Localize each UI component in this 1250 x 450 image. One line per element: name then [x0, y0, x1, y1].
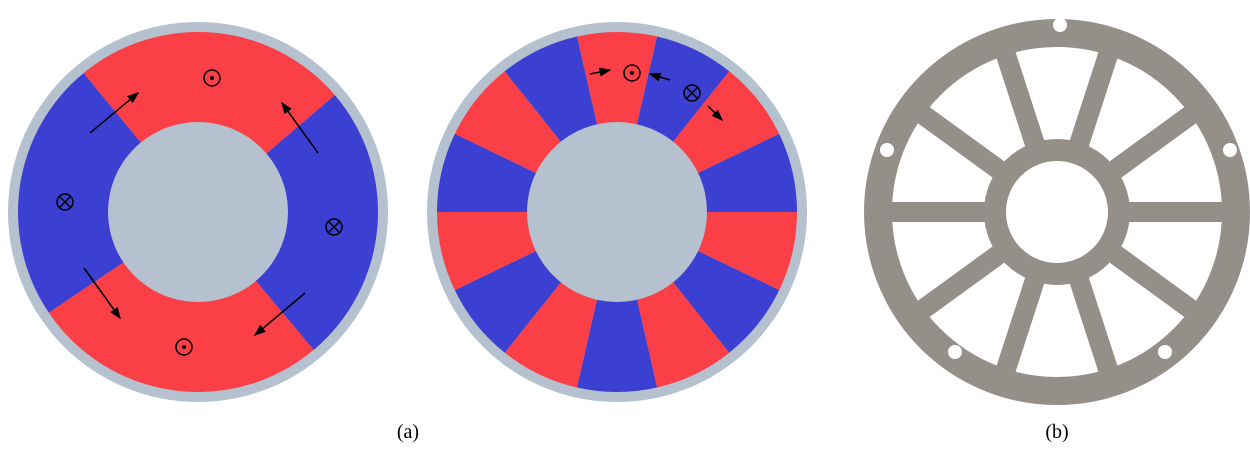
spoke [1106, 247, 1199, 315]
bolt-hole [1223, 143, 1237, 157]
spoke [1003, 269, 1039, 378]
caption-b: (b) [1045, 421, 1068, 443]
bolt-hole [1053, 18, 1067, 32]
dot-center [630, 71, 634, 75]
dot-center [182, 345, 186, 349]
rotor-two-pole [8, 22, 388, 402]
spoke [1106, 109, 1199, 177]
spoke [915, 109, 1008, 177]
stator-frame [878, 18, 1237, 391]
bolt-hole [1158, 345, 1172, 359]
spoke [1076, 46, 1112, 155]
caption-a: (a) [397, 421, 419, 443]
bolt-hole [880, 143, 894, 157]
dot-center [210, 76, 214, 80]
core [108, 122, 288, 302]
spoke [915, 247, 1008, 315]
rotor-multi-pole [427, 22, 807, 402]
bolt-hole [948, 345, 962, 359]
spoke [1003, 46, 1039, 155]
figure: (a) (b) [0, 0, 1250, 450]
core [527, 122, 707, 302]
spoke [1076, 269, 1112, 378]
